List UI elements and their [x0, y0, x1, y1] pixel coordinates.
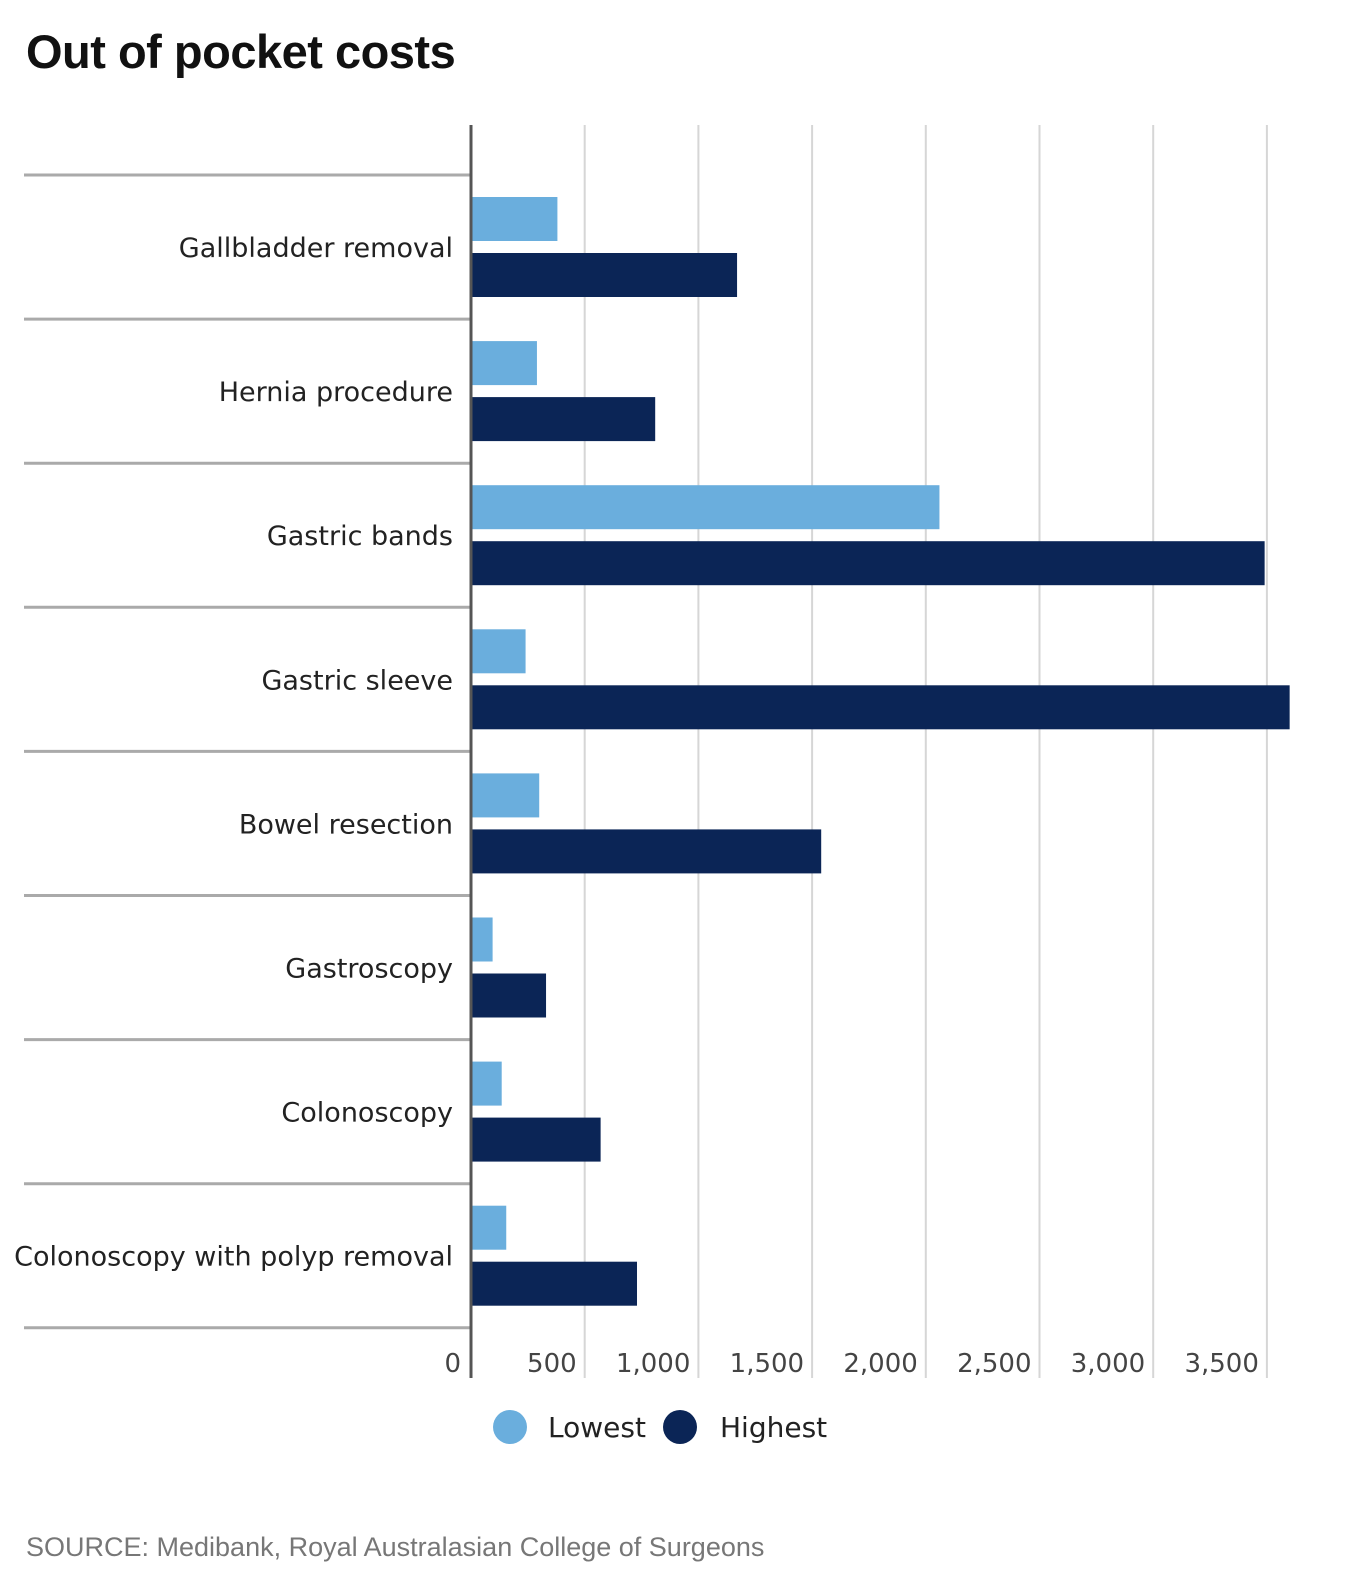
chart-title: Out of pocket costs	[26, 25, 456, 78]
bar-highest	[471, 1261, 638, 1306]
category-label: Colonoscopy	[281, 1098, 453, 1129]
bars	[471, 197, 1290, 1306]
bar-highest	[471, 973, 547, 1018]
bar-lowest	[471, 917, 493, 962]
x-tick-label: 2,500	[957, 1349, 1031, 1379]
bar-lowest	[471, 1061, 502, 1106]
category-label: Gallbladder removal	[179, 233, 453, 264]
x-tick-label: 500	[527, 1349, 577, 1379]
category-label: Gastric bands	[267, 521, 453, 552]
x-tick-label: 1,500	[730, 1349, 804, 1379]
x-tick-labels: 0 500 1,000 1,500 2,000 2,500 3,000 3,500	[444, 1349, 1258, 1379]
bar-chart: Gallbladder removal Hernia procedure Gastr…	[14, 125, 1290, 1444]
bar-lowest	[471, 773, 540, 818]
bar-lowest	[471, 629, 526, 674]
category-label: Gastroscopy	[285, 954, 453, 985]
bar-highest	[471, 829, 822, 874]
legend-swatch-highest	[663, 1410, 697, 1444]
bar-highest	[471, 397, 656, 442]
category-label: Bowel resection	[239, 809, 453, 840]
bar-highest	[471, 1117, 601, 1162]
category-label: Hernia procedure	[219, 377, 453, 408]
bar-lowest	[471, 1205, 507, 1250]
source-note: SOURCE: Medibank, Royal Australasian Col…	[26, 1532, 765, 1562]
category-label: Gastric sleeve	[261, 665, 453, 696]
bar-highest	[471, 253, 738, 297]
x-tick-label: 1,000	[616, 1349, 690, 1379]
legend-label-highest: Highest	[720, 1411, 827, 1444]
x-tick-label: 3,000	[1071, 1349, 1145, 1379]
bar-highest	[471, 685, 1290, 730]
legend-swatch-lowest	[493, 1410, 527, 1444]
category-label: Colonoscopy with polyp removal	[14, 1242, 453, 1273]
grid-lines	[583, 125, 1268, 1378]
legend: Lowest Highest	[493, 1410, 827, 1444]
category-separators	[24, 173, 471, 1330]
x-tick-label: 3,500	[1184, 1349, 1258, 1379]
bar-lowest	[471, 485, 940, 530]
x-tick-label: 2,000	[843, 1349, 917, 1379]
bar-lowest	[471, 341, 537, 386]
x-tick-label: 0	[444, 1349, 461, 1379]
bar-highest	[471, 541, 1265, 586]
legend-label-lowest: Lowest	[548, 1411, 646, 1444]
bar-lowest	[471, 197, 558, 241]
category-labels: Gallbladder removal Hernia procedure Gastr…	[14, 233, 453, 1273]
